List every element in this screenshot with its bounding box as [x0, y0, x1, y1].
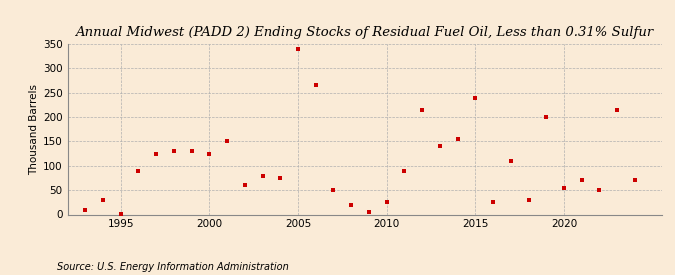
Point — [381, 200, 392, 205]
Point — [186, 149, 197, 153]
Point — [576, 178, 587, 183]
Point — [506, 159, 516, 163]
Point — [328, 188, 339, 192]
Point — [151, 152, 161, 156]
Point — [364, 210, 375, 214]
Point — [452, 137, 463, 141]
Point — [204, 152, 215, 156]
Point — [470, 95, 481, 100]
Point — [169, 149, 180, 153]
Title: Annual Midwest (PADD 2) Ending Stocks of Residual Fuel Oil, Less than 0.31% Sulf: Annual Midwest (PADD 2) Ending Stocks of… — [76, 26, 653, 39]
Point — [416, 108, 427, 112]
Point — [221, 139, 232, 144]
Point — [612, 108, 622, 112]
Point — [133, 169, 144, 173]
Point — [80, 207, 90, 212]
Point — [310, 83, 321, 88]
Point — [435, 144, 446, 148]
Point — [275, 176, 286, 180]
Point — [346, 203, 356, 207]
Point — [559, 186, 570, 190]
Point — [523, 198, 534, 202]
Point — [115, 211, 126, 216]
Point — [594, 188, 605, 192]
Point — [630, 178, 641, 183]
Point — [487, 200, 498, 205]
Point — [399, 169, 410, 173]
Point — [257, 173, 268, 178]
Text: Source: U.S. Energy Information Administration: Source: U.S. Energy Information Administ… — [57, 262, 289, 272]
Point — [541, 115, 551, 119]
Y-axis label: Thousand Barrels: Thousand Barrels — [29, 84, 38, 175]
Point — [240, 183, 250, 188]
Point — [292, 47, 303, 51]
Point — [98, 198, 109, 202]
